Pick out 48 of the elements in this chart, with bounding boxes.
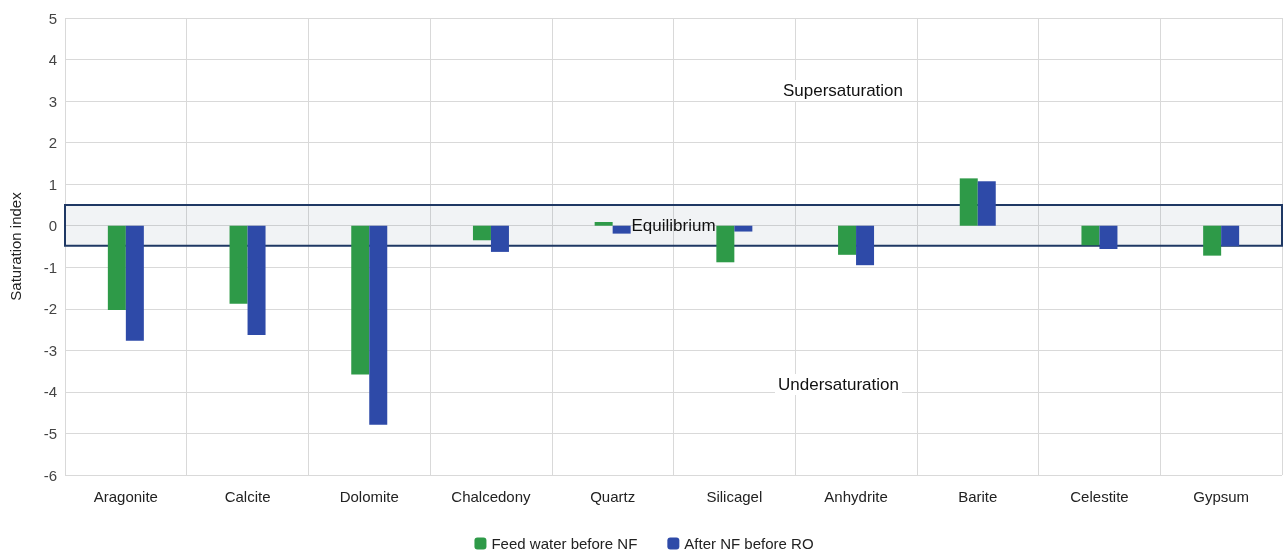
legend-label: Feed water before NF [491,535,638,552]
bar [351,225,370,375]
y-tick-label: 5 [48,9,57,27]
bar [1203,225,1222,256]
y-tick-label: -4 [43,383,57,401]
bar [1099,225,1118,249]
y-tick-label: 4 [48,51,57,69]
bar [838,225,857,255]
bar [594,221,613,226]
bar [490,225,509,252]
x-tick-label: Anhydrite [824,488,888,505]
bar [612,225,631,234]
y-tick-label: 3 [48,92,57,110]
bar [959,178,978,226]
y-axis-title: Saturation index [7,191,24,301]
bar [1081,225,1100,246]
y-tick-label: 0 [48,217,57,235]
bar [369,225,388,425]
x-tick-label: Silicagel [706,488,763,505]
annotation: Supersaturation [783,81,904,100]
x-tick-label: Celestite [1070,488,1129,505]
bar [716,225,735,263]
x-tick-label: Chalcedony [451,488,532,505]
y-tick-label: -3 [43,341,57,359]
bar [977,181,996,226]
bar [247,225,266,335]
x-tick-label: Calcite [224,488,271,505]
bar [107,225,126,311]
x-tick-label: Dolomite [339,488,399,505]
bar [1221,225,1240,247]
y-tick-label: -1 [43,258,57,276]
y-tick-label: -5 [43,424,57,442]
band-label: Equilibrium [631,215,716,235]
bar [229,225,248,304]
x-tick-label: Aragonite [93,488,158,505]
bar [125,225,144,341]
bar [734,225,753,232]
bar [472,225,491,241]
y-tick-label: 1 [48,175,57,193]
y-tick-label: 2 [48,134,57,152]
bar [856,225,875,266]
x-tick-label: Gypsum [1193,488,1250,505]
x-tick-label: Quartz [590,488,636,505]
annotation: Undersaturation [778,375,899,394]
y-tick-label: -2 [43,300,57,318]
x-tick-label: Barite [958,488,998,505]
y-tick-label: -6 [43,466,57,484]
legend-label: After NF before RO [684,535,814,552]
